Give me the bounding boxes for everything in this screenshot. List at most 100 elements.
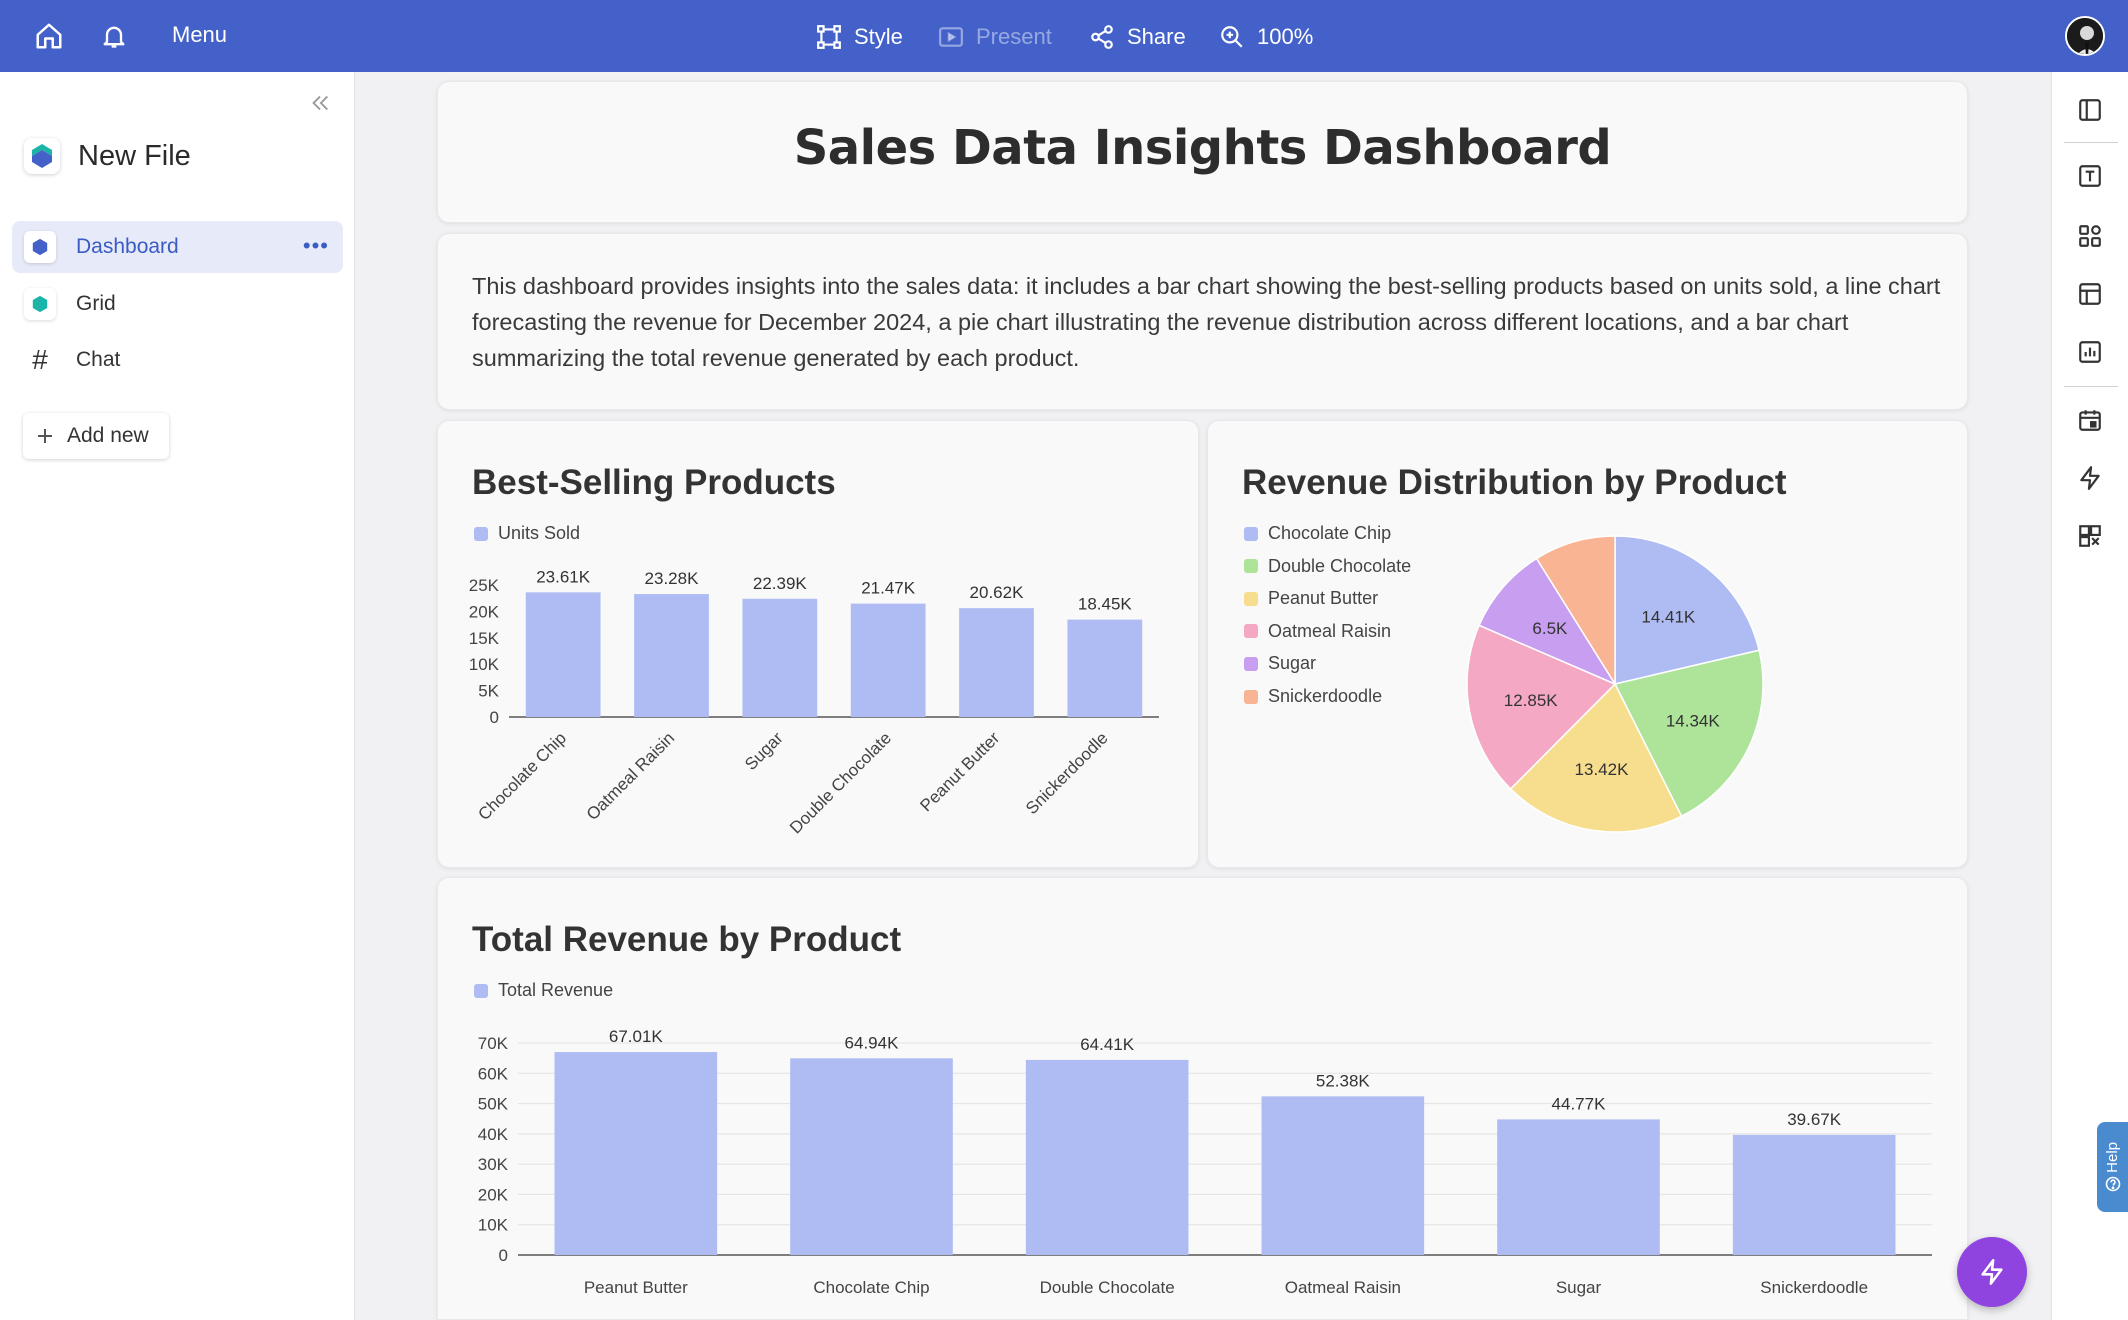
legend-label: Total Revenue bbox=[498, 980, 614, 1000]
add-new-button[interactable]: Add new bbox=[23, 413, 169, 459]
slice-label: 13.42K bbox=[1575, 760, 1630, 779]
data-label: 39.67K bbox=[1787, 1110, 1842, 1129]
x-tick-label: Chocolate Chip bbox=[474, 728, 570, 824]
title-card[interactable]: Sales Data Insights Dashboard bbox=[437, 81, 1968, 223]
sidebar: New File Dashboard ••• Grid # Chat Add n… bbox=[0, 72, 355, 1320]
lightning-icon[interactable] bbox=[2072, 460, 2108, 496]
layout-panel-icon[interactable] bbox=[2072, 92, 2108, 128]
shapes-icon[interactable] bbox=[2072, 218, 2108, 254]
menu-button[interactable]: Menu bbox=[172, 22, 228, 47]
divider bbox=[2064, 142, 2118, 143]
data-label: 64.94K bbox=[845, 1033, 900, 1052]
file-name: New File bbox=[78, 139, 191, 172]
help-tab[interactable]: Help bbox=[2097, 1122, 2128, 1212]
sidebar-item-dashboard[interactable]: Dashboard ••• bbox=[12, 221, 343, 273]
legend-swatch bbox=[1244, 656, 1258, 671]
share-button[interactable]: Share bbox=[1089, 20, 1186, 54]
style-label: Style bbox=[854, 24, 903, 49]
sidebar-item-label: Dashboard bbox=[76, 235, 179, 258]
pie-slice bbox=[1509, 682, 1683, 833]
data-label: 21.47K bbox=[861, 579, 916, 598]
pie-chart: 14.41K 14.34K 13.42K 12.85K 6.5K bbox=[1466, 535, 1764, 833]
legend-swatch bbox=[1244, 526, 1258, 541]
present-label: Present bbox=[976, 24, 1052, 49]
y-tick-label: 30K bbox=[478, 1155, 509, 1174]
dashboard-description: This dashboard provides insights into th… bbox=[472, 273, 1941, 371]
present-button[interactable]: Present bbox=[938, 20, 1052, 54]
slice-label: 12.85K bbox=[1504, 691, 1559, 710]
data-label: 23.28K bbox=[645, 569, 700, 588]
text-block-icon[interactable] bbox=[2072, 158, 2108, 194]
total-revenue-chart-card[interactable]: Total Revenue by Product Total Revenue 0… bbox=[437, 877, 1968, 1320]
slice-label: 14.41K bbox=[1641, 608, 1696, 627]
legend-item: Oatmeal Raisin bbox=[1244, 621, 1391, 642]
y-tick-label: 25K bbox=[469, 576, 500, 595]
hash-icon: # bbox=[32, 344, 48, 375]
pie-slice bbox=[1613, 649, 1764, 818]
legend-label: Units Sold bbox=[498, 523, 581, 543]
legend-item: Units Sold bbox=[474, 523, 580, 544]
bar-chart: 0 10K 20K 30K 40K 50K 60K 70K 67.01K Peanut Butte… bbox=[478, 1027, 1932, 1297]
legend-swatch bbox=[1244, 624, 1258, 639]
bar bbox=[742, 598, 818, 717]
collapse-sidebar-icon[interactable] bbox=[305, 88, 335, 118]
x-tick-label: Oatmeal Raisin bbox=[1285, 1278, 1401, 1297]
bar bbox=[790, 1058, 953, 1255]
x-tick-label: Oatmeal Raisin bbox=[583, 728, 679, 824]
style-button[interactable]: Style bbox=[816, 20, 903, 54]
slice-label: 6.5K bbox=[1532, 619, 1568, 638]
home-icon[interactable] bbox=[31, 18, 67, 54]
pie-slice bbox=[1478, 557, 1617, 686]
data-label: 64.41K bbox=[1080, 1035, 1135, 1054]
x-tick-label: Snickerdoodle bbox=[1022, 728, 1112, 818]
slice-label: 14.34K bbox=[1666, 711, 1721, 730]
sidebar-item-grid[interactable]: Grid bbox=[12, 278, 343, 330]
bell-icon[interactable] bbox=[96, 18, 132, 54]
data-label: 44.77K bbox=[1552, 1094, 1607, 1113]
table-icon[interactable] bbox=[2072, 276, 2108, 312]
chart-icon[interactable] bbox=[2072, 334, 2108, 370]
ai-assistant-button[interactable] bbox=[1957, 1237, 2027, 1307]
bar bbox=[634, 594, 709, 717]
help-label: Help bbox=[2104, 1141, 2121, 1173]
more-options-icon[interactable]: ••• bbox=[302, 233, 329, 258]
legend-label: Chocolate Chip bbox=[1268, 523, 1392, 543]
legend-label: Double Chocolate bbox=[1268, 555, 1412, 576]
legend-item: Total Revenue bbox=[474, 980, 613, 1001]
y-tick-label: 50K bbox=[478, 1095, 509, 1114]
best-selling-chart-card[interactable]: Best-Selling Products Units Sold 0 5K 10K 1… bbox=[437, 420, 1199, 868]
calendar-icon[interactable] bbox=[2072, 402, 2108, 438]
sidebar-item-label: Chat bbox=[76, 348, 121, 371]
help-icon bbox=[2105, 1177, 2120, 1192]
page-title: Sales Data Insights Dashboard bbox=[793, 120, 1612, 176]
pie-slice bbox=[1466, 624, 1617, 791]
y-tick-label: 0 bbox=[490, 708, 499, 727]
sidebar-item-chat[interactable]: # Chat bbox=[12, 334, 343, 386]
legend-item: Chocolate Chip bbox=[1244, 523, 1391, 544]
present-icon bbox=[939, 27, 963, 47]
legend-item: Sugar bbox=[1244, 653, 1316, 674]
lightning-icon bbox=[1981, 1259, 2003, 1285]
y-tick-label: 15K bbox=[469, 629, 500, 648]
revenue-distribution-chart-card[interactable]: Revenue Distribution by Product Chocolat… bbox=[1207, 420, 1968, 868]
chart-title: Revenue Distribution by Product bbox=[1242, 463, 1787, 502]
file-title: New File bbox=[24, 138, 191, 174]
avatar[interactable] bbox=[2065, 16, 2105, 56]
bar bbox=[1261, 1096, 1425, 1255]
hexagon-icon bbox=[24, 231, 56, 263]
chart-title: Total Revenue by Product bbox=[472, 920, 902, 959]
right-toolbar bbox=[2051, 72, 2128, 1320]
description-card[interactable]: This dashboard provides insights into th… bbox=[437, 233, 1968, 410]
legend-swatch bbox=[474, 983, 488, 998]
share-icon bbox=[1091, 25, 1113, 49]
zoom-control[interactable]: 100% bbox=[1219, 20, 1313, 54]
y-tick-label: 10K bbox=[469, 655, 500, 674]
data-label: 52.38K bbox=[1316, 1071, 1371, 1090]
bar bbox=[959, 608, 1034, 717]
x-tick-label: Sugar bbox=[741, 728, 787, 774]
legend-item: Snickerdoodle bbox=[1244, 686, 1382, 707]
divider bbox=[2064, 386, 2118, 387]
legend-label: Peanut Butter bbox=[1268, 588, 1379, 609]
bar-chart: 0 5K 10K 15K 20K 25K 23.61K Chocolate Chip 23.28… bbox=[469, 567, 1159, 837]
widgets-icon[interactable] bbox=[2072, 518, 2108, 554]
